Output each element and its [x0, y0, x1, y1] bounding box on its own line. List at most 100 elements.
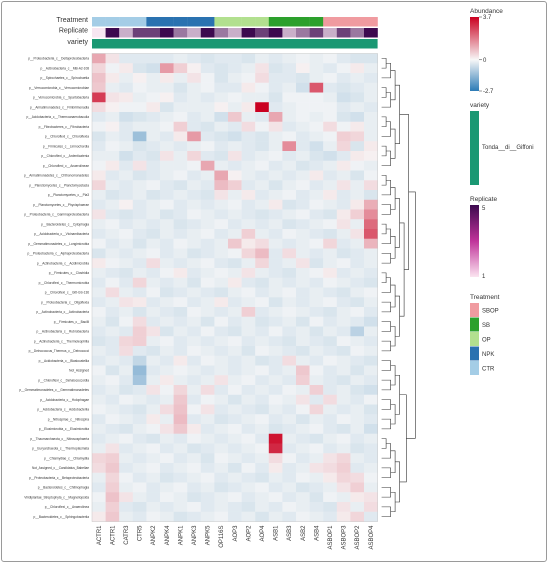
heatmap-cell	[105, 287, 120, 298]
heatmap-cell	[282, 511, 297, 522]
heatmap-cell	[214, 190, 229, 200]
column-label: ASBOP4	[369, 525, 375, 550]
heatmap-cell	[350, 53, 365, 64]
heatmap-cell	[309, 219, 324, 230]
dendrogram-branch	[381, 418, 391, 430]
column-label: ANPK5	[206, 525, 212, 545]
heatmap-cell	[350, 463, 365, 473]
heatmap-cell	[132, 112, 147, 122]
heatmap-cell	[92, 151, 106, 161]
replicate-cell	[92, 28, 106, 38]
heatmap-cell	[228, 365, 242, 376]
heatmap-cell	[336, 482, 351, 493]
heatmap-cell	[241, 404, 256, 415]
heatmap-cell	[350, 151, 365, 161]
heatmap-cell	[146, 199, 161, 210]
heatmap-cell	[146, 463, 161, 473]
heatmap-cell	[364, 268, 378, 278]
heatmap-cell	[173, 121, 188, 132]
heatmap-cell	[187, 131, 201, 142]
heatmap-cell	[282, 365, 297, 376]
heatmap-cell	[364, 511, 378, 522]
heatmap-cell	[241, 112, 256, 122]
heatmap-cell	[350, 287, 365, 298]
heatmap-cell	[92, 112, 106, 122]
heatmap-cell	[214, 355, 229, 366]
heatmap-cell	[200, 482, 215, 493]
heatmap-cell	[200, 326, 215, 337]
heatmap-cell	[119, 160, 133, 171]
heatmap-cell	[119, 307, 133, 317]
heatmap-cell	[296, 453, 310, 464]
heatmap-cell	[160, 102, 174, 113]
heatmap-cell	[173, 102, 188, 113]
replicate-cell	[282, 28, 297, 38]
heatmap-cell	[173, 453, 188, 464]
heatmap-cell	[282, 102, 297, 113]
heatmap-cell	[255, 170, 269, 181]
heatmap-cell	[255, 151, 269, 161]
heatmap-cell	[160, 141, 174, 152]
heatmap-cell	[241, 268, 256, 278]
heatmap-cell	[350, 199, 365, 210]
heatmap-cell	[255, 180, 269, 191]
heatmap-cell	[336, 102, 351, 113]
heatmap-cell	[255, 121, 269, 132]
heatmap-cell	[241, 73, 256, 83]
heatmap-cell	[200, 307, 215, 317]
heatmap-cell	[364, 63, 378, 74]
heatmap-cell	[323, 180, 337, 191]
heatmap-cell	[146, 121, 161, 132]
heatmap-cell	[92, 199, 106, 210]
heatmap-cell	[255, 346, 269, 356]
row-label: p__Chloroflexi_c__Gitt-GS-136	[45, 291, 90, 295]
heatmap-cell	[92, 346, 106, 356]
heatmap-cell	[119, 131, 133, 142]
heatmap-cell	[146, 131, 161, 142]
replicate-cell	[105, 28, 120, 38]
heatmap-cell	[146, 492, 161, 503]
heatmap-cell	[132, 92, 147, 103]
heatmap-cell	[92, 482, 106, 493]
heatmap-cell	[119, 229, 133, 239]
heatmap-cell	[241, 482, 256, 493]
heatmap-cell	[119, 180, 133, 191]
heatmap-cell	[228, 121, 242, 132]
heatmap-cell	[228, 482, 242, 493]
heatmap-cell	[132, 160, 147, 171]
heatmap-cell	[132, 151, 147, 161]
heatmap-cell	[268, 277, 283, 288]
heatmap-cell	[173, 268, 188, 278]
heatmap-cell	[282, 219, 297, 230]
heatmap-cell	[255, 424, 269, 434]
heatmap-cell	[214, 131, 229, 142]
dendrogram-branch	[390, 404, 396, 425]
heatmap-cell	[296, 151, 310, 161]
heatmap-cell	[364, 112, 378, 122]
heatmap-cell	[119, 482, 133, 493]
dendrogram-branch	[381, 272, 387, 283]
heatmap-cell	[255, 73, 269, 83]
heatmap-cell	[173, 424, 188, 434]
heatmap-cell	[173, 336, 188, 347]
heatmap-cell	[309, 404, 324, 415]
heatmap-cell	[255, 316, 269, 327]
heatmap-cell	[200, 170, 215, 181]
treatment-legend-swatch	[470, 303, 479, 317]
heatmap-cell	[364, 346, 378, 356]
heatmap-cell	[146, 502, 161, 512]
heatmap-cell	[187, 73, 201, 83]
heatmap-cell	[309, 492, 324, 503]
heatmap-cell	[323, 336, 337, 347]
heatmap-cell	[296, 414, 310, 425]
heatmap-cell	[268, 209, 283, 220]
heatmap-cell	[228, 277, 242, 288]
heatmap-cell	[350, 414, 365, 425]
heatmap-cell	[241, 375, 256, 386]
heatmap-cell	[323, 394, 337, 405]
heatmap-cell	[255, 287, 269, 298]
heatmap-cell	[364, 307, 378, 317]
heatmap-cell	[187, 209, 201, 220]
heatmap-cell	[228, 336, 242, 347]
heatmap-cell	[282, 277, 297, 288]
